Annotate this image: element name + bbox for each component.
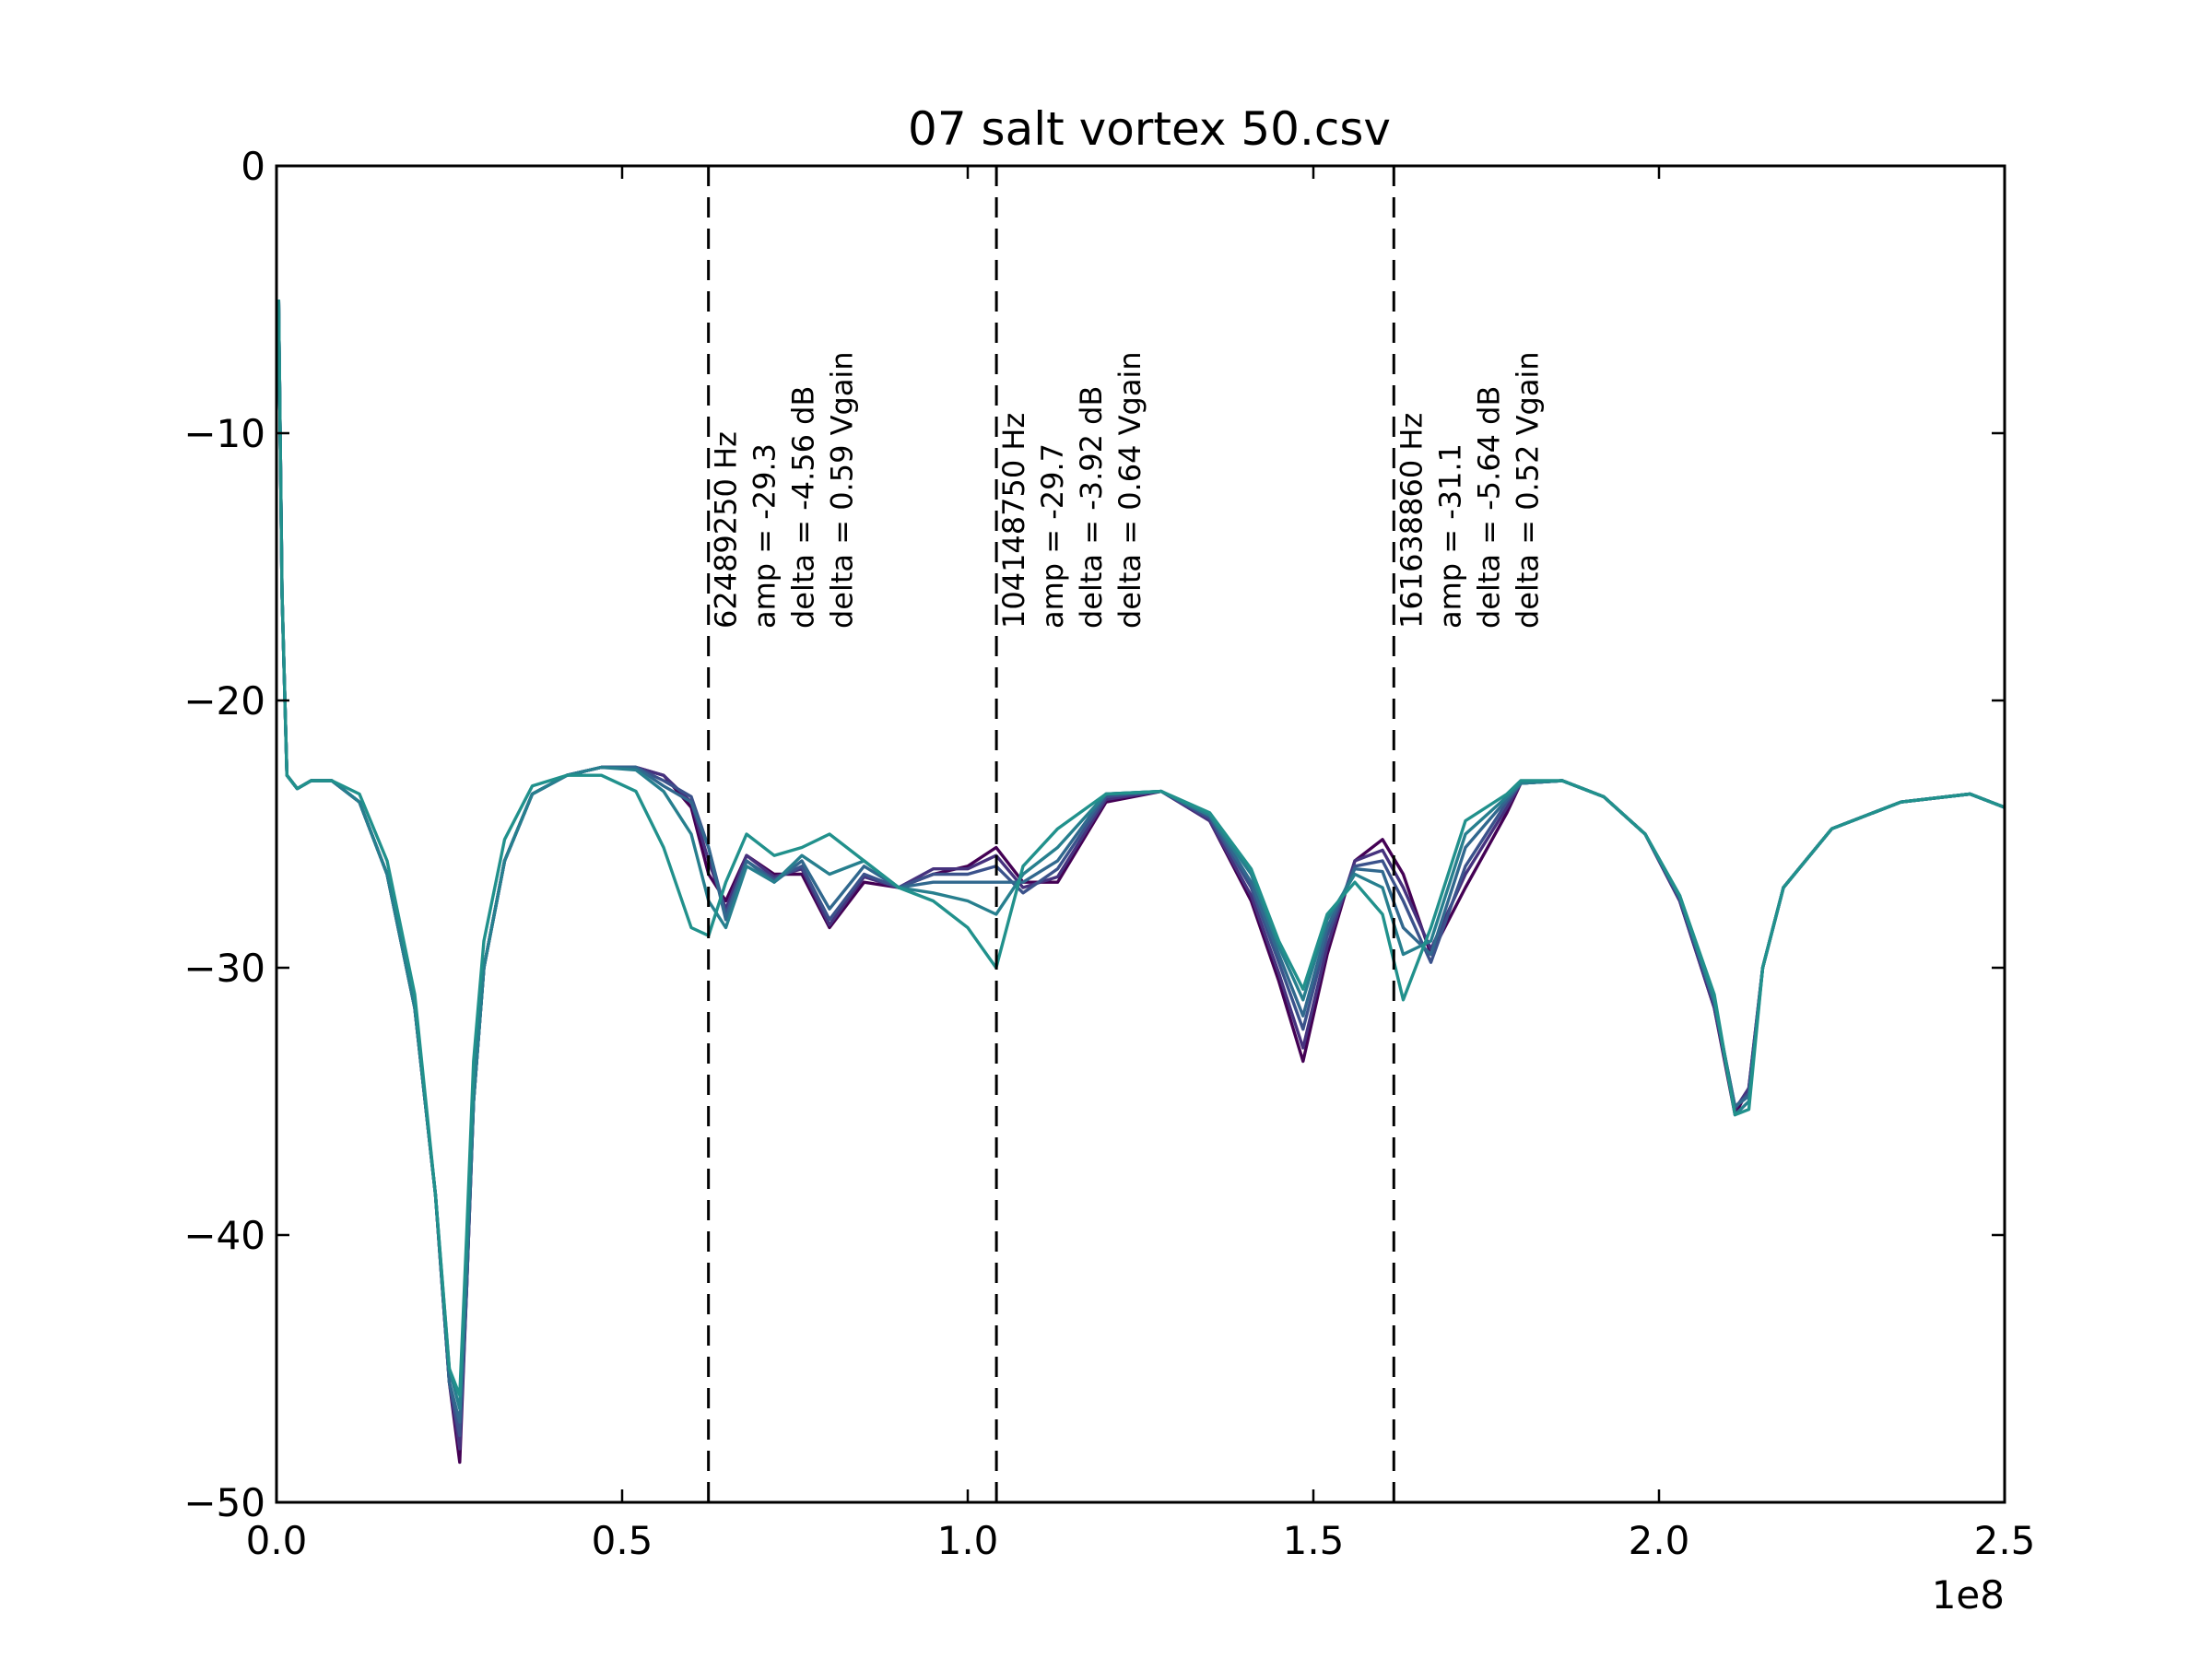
vline-layer: 62489250 Hz amp = -29.3 delta = -4.56 dB de…: [707, 166, 1545, 1502]
y-tick-label-3: −20: [183, 678, 265, 724]
marker-annotation-2-line-4: delta = 0.64 Vgain: [1112, 351, 1147, 629]
marker-annotation-1-line-3: delta = -4.56 dB: [786, 386, 821, 629]
marker-annotation-3-line-4: delta = 0.52 Vgain: [1510, 351, 1545, 629]
x-tick-label-5: 2.0: [1629, 1518, 1690, 1563]
y-tick-label-1: 0: [241, 144, 265, 189]
x-tick-label-3: 1.0: [937, 1518, 999, 1563]
y-tick-label-5: −40: [183, 1213, 265, 1258]
marker-annotation-2-line-1: 104148750 Hz: [996, 413, 1031, 629]
x-tick-label-1: 0.0: [246, 1518, 308, 1563]
plot-frame: [275, 164, 2006, 1504]
chart-title: 07 salt vortex 50.csv: [908, 102, 1391, 156]
x-tick-label-6: 2.5: [1974, 1518, 2036, 1563]
y-tick-label-4: −30: [183, 946, 265, 991]
y-axis-ticks: 0 −10 −20 −30 −40 −50: [183, 144, 2005, 1525]
marker-annotation-2-line-2: amp = -29.7: [1035, 443, 1070, 629]
series-layer: [276, 299, 2006, 1465]
x-axis-offset-label: 1e8: [1932, 1572, 2005, 1618]
marker-annotation-1-line-4: delta = 0.59 Vgain: [825, 351, 860, 629]
marker-annotation-1-line-1: 62489250 Hz: [709, 431, 744, 629]
marker-annotation-3-line-2: amp = -31.1: [1432, 443, 1467, 629]
x-tick-label-2: 0.5: [592, 1518, 653, 1563]
y-tick-label-2: −10: [183, 411, 265, 456]
marker-annotation-3-line-3: delta = -5.64 dB: [1471, 386, 1506, 629]
x-axis-ticks: 0.0 0.5 1.0 1.5 2.0 2.5: [246, 166, 2036, 1563]
x-tick-label-4: 1.5: [1283, 1518, 1345, 1563]
marker-annotation-1-line-2: amp = -29.3: [747, 443, 782, 629]
series-line-6: [276, 299, 2006, 1397]
marker-annotation-2-line-3: delta = -3.92 dB: [1074, 386, 1109, 629]
y-tick-label-6: −50: [183, 1480, 265, 1525]
marker-annotation-3-line-1: 161638860 Hz: [1394, 413, 1429, 629]
